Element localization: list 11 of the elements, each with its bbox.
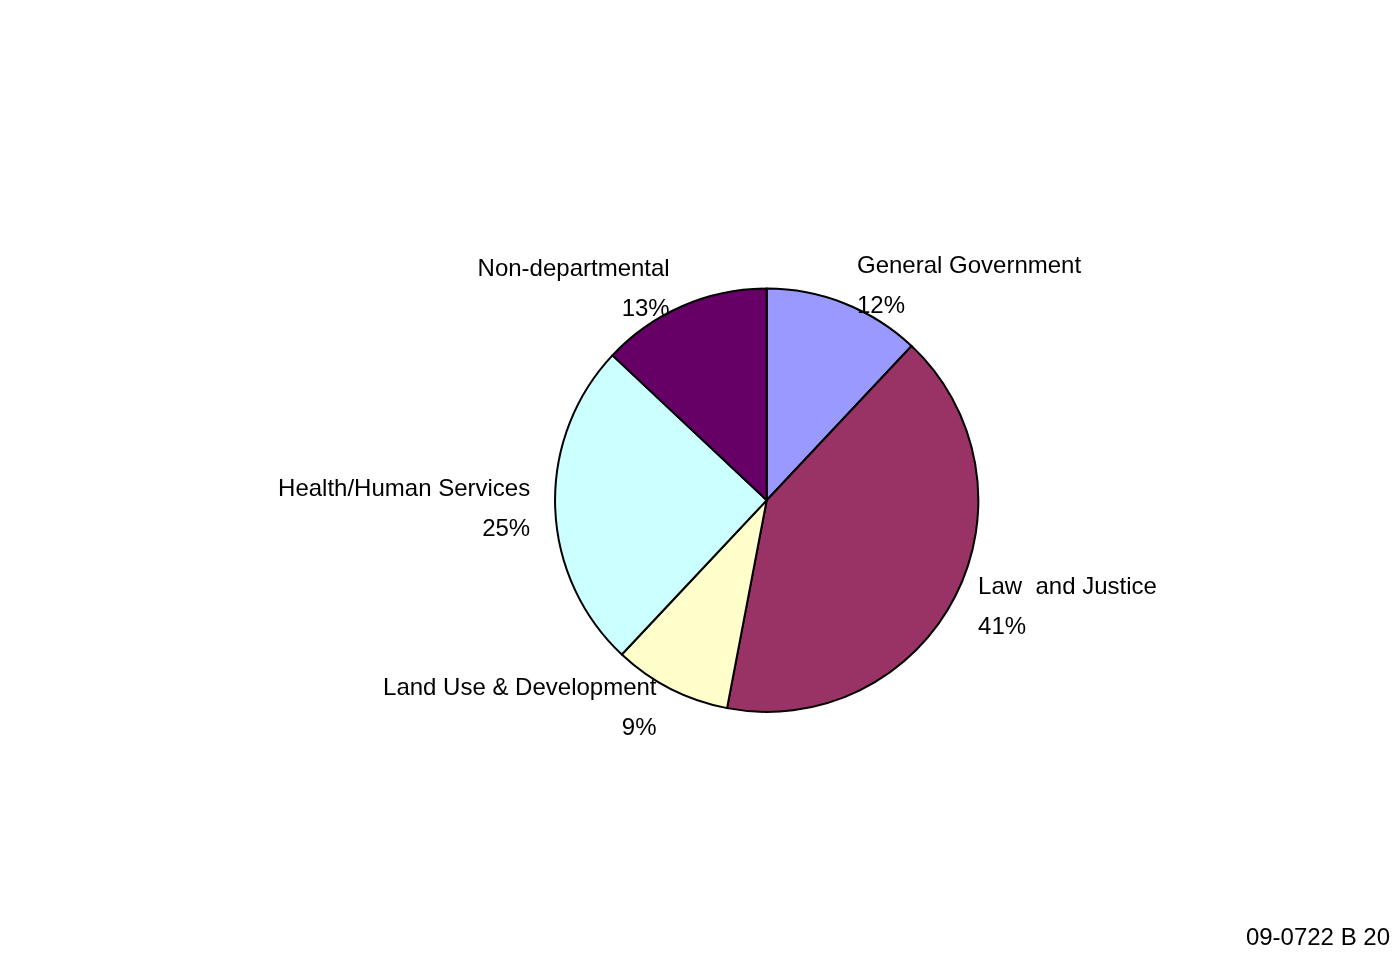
data-label: 13% (621, 294, 670, 322)
slice-label: Health/Human Services (278, 474, 531, 502)
data-label: 12% (856, 291, 906, 319)
slice-label: Land Use & Development (383, 673, 657, 701)
slice-label: Non-departmental (477, 254, 670, 282)
data-label: 9% (621, 713, 657, 741)
slice-label: Law and Justice (978, 571, 1157, 599)
data-label: 25% (482, 514, 531, 542)
slice-label: General Government (856, 251, 1082, 279)
data-label: 41% (978, 611, 1027, 639)
text: 09-0722 B 20 (1245, 922, 1391, 950)
